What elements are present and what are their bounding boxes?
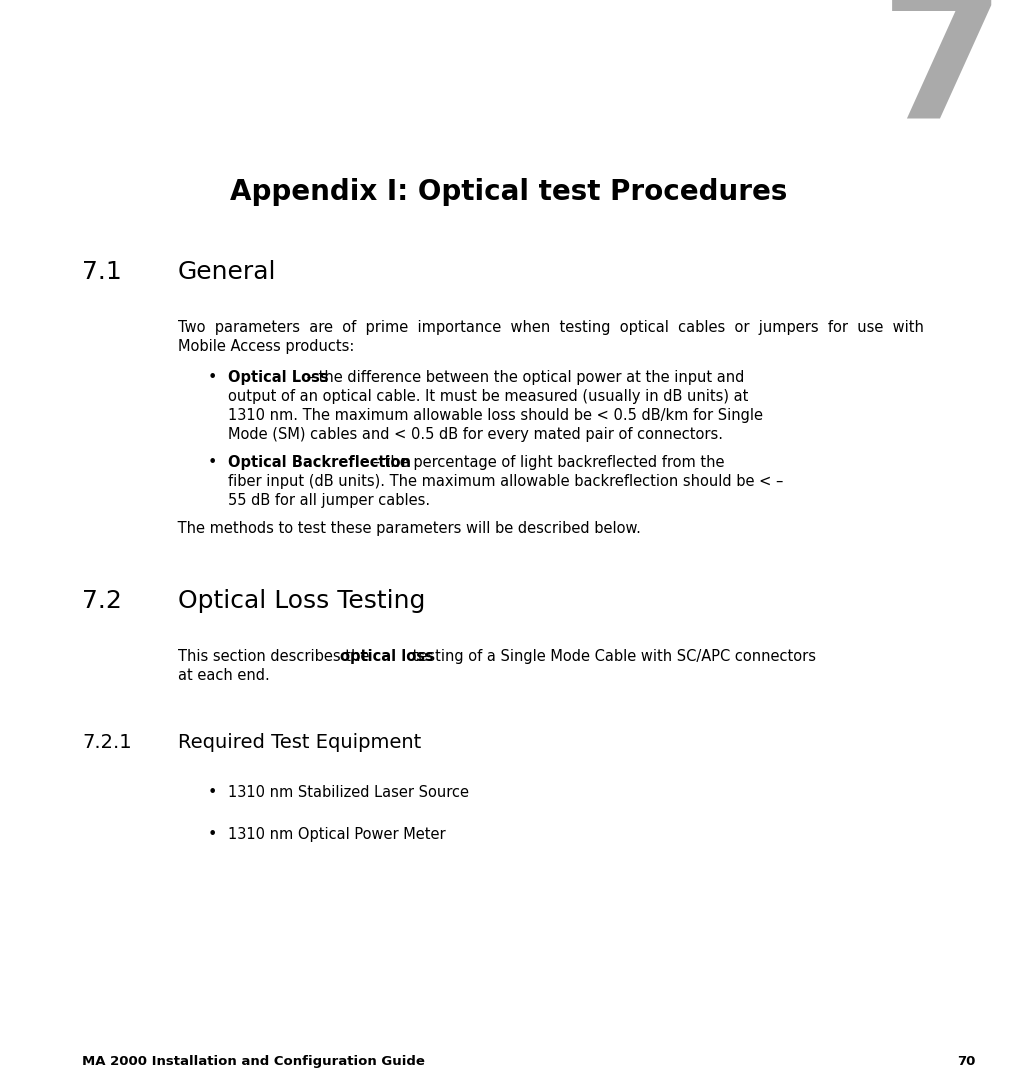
Text: 7.1: 7.1 (82, 260, 121, 284)
Text: 55 dB for all jumper cables.: 55 dB for all jumper cables. (228, 493, 430, 508)
Text: MA 2000 Installation and Configuration Guide: MA 2000 Installation and Configuration G… (82, 1055, 425, 1069)
Text: The methods to test these parameters will be described below.: The methods to test these parameters wil… (173, 521, 641, 536)
Text: Two  parameters  are  of  prime  importance  when  testing  optical  cables  or : Two parameters are of prime importance w… (178, 320, 924, 335)
Text: output of an optical cable. It must be measured (usually in dB units) at: output of an optical cable. It must be m… (228, 389, 748, 404)
Text: fiber input (dB units). The maximum allowable backreflection should be < –: fiber input (dB units). The maximum allo… (228, 474, 784, 489)
Text: 1310 nm Stabilized Laser Source: 1310 nm Stabilized Laser Source (228, 785, 469, 800)
Text: Required Test Equipment: Required Test Equipment (178, 733, 421, 752)
Text: Optical Loss: Optical Loss (228, 370, 328, 385)
Text: 7.2.1: 7.2.1 (82, 733, 131, 752)
Text: 7.2: 7.2 (82, 589, 122, 613)
Text: •: • (208, 827, 217, 842)
Text: Optical Loss Testing: Optical Loss Testing (178, 589, 425, 613)
Text: testing of a Single Mode Cable with SC/APC connectors: testing of a Single Mode Cable with SC/A… (408, 649, 816, 664)
Text: Optical Backreflection: Optical Backreflection (228, 455, 411, 470)
Text: 7: 7 (879, 0, 1005, 157)
Text: 70: 70 (957, 1055, 975, 1069)
Text: – the percentage of light backreflected from the: – the percentage of light backreflected … (368, 455, 725, 470)
Text: General: General (178, 260, 276, 284)
Text: 1310 nm Optical Power Meter: 1310 nm Optical Power Meter (228, 827, 445, 842)
Text: optical loss: optical loss (340, 649, 434, 664)
Text: 1310 nm. The maximum allowable loss should be < 0.5 dB/km for Single: 1310 nm. The maximum allowable loss shou… (228, 408, 763, 423)
Text: – the difference between the optical power at the input and: – the difference between the optical pow… (302, 370, 744, 385)
Text: Appendix I: Optical test Procedures: Appendix I: Optical test Procedures (230, 178, 788, 207)
Text: •: • (208, 785, 217, 800)
Text: at each end.: at each end. (178, 669, 270, 683)
Text: Mode (SM) cables and < 0.5 dB for every mated pair of connectors.: Mode (SM) cables and < 0.5 dB for every … (228, 427, 723, 442)
Text: This section describes the: This section describes the (178, 649, 374, 664)
Text: Mobile Access products:: Mobile Access products: (178, 339, 355, 354)
Text: •: • (208, 455, 217, 470)
Text: •: • (208, 370, 217, 385)
